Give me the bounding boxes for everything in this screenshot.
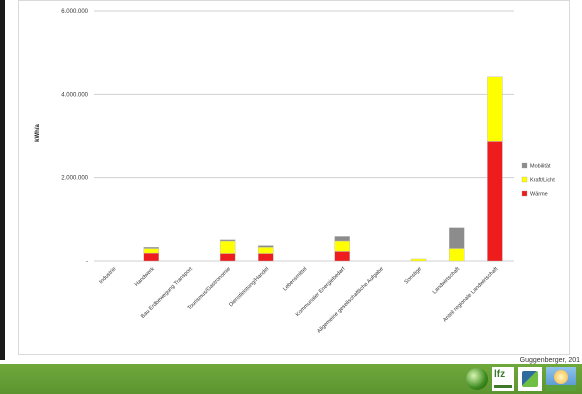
bar-segment	[334, 236, 350, 242]
x-tick-label: Industrie	[98, 266, 117, 285]
x-tick-label: Dienstleistung/Handel	[228, 266, 270, 308]
legend-swatch	[521, 190, 528, 197]
bar-segment	[258, 253, 274, 262]
y-tick-label: 6.000.000	[61, 9, 88, 15]
x-tick-label: Tourismus/Gastronomie	[187, 266, 232, 311]
x-tick-label: Handwerk	[134, 266, 156, 288]
footer-logos: lfz	[466, 366, 576, 392]
bar-segment	[487, 76, 503, 142]
legend-label: Mobilität	[530, 164, 551, 170]
bar-segment	[334, 251, 350, 262]
legend-swatch	[521, 176, 528, 183]
y-tick-label: -	[86, 259, 88, 265]
bar-segment	[487, 141, 503, 262]
bar-segment	[258, 247, 274, 254]
x-tick-label: Lebensmittel	[282, 266, 308, 292]
region-logo-icon	[518, 367, 542, 391]
bar-segment	[334, 240, 350, 252]
bar-segment	[143, 247, 159, 249]
x-tick-label: Sonstige	[404, 266, 423, 285]
green-globe-logo-icon	[466, 368, 488, 390]
bar-segment	[143, 248, 159, 254]
footer-bar: lfz	[0, 364, 582, 394]
energy-demand-chart: - 2.000.000 4.000.000 6.000.000 kWh/a Industr…	[35, 9, 555, 335]
legend-label: Kraft/Licht	[530, 178, 555, 184]
bar-segment	[449, 227, 465, 249]
y-tick-label: 2.000.000	[61, 176, 88, 182]
bar-segment	[219, 253, 236, 262]
left-edge-bar	[0, 0, 5, 360]
y-tick-label: 4.000.000	[61, 92, 88, 98]
chart-container: - 2.000.000 4.000.000 6.000.000 kWh/a Industr…	[18, 0, 570, 355]
y-axis-label: kWh/a	[35, 124, 41, 142]
x-tick-label: Allgemeine gesellschaftliche Aufgabe	[316, 266, 384, 334]
bar-segment	[143, 252, 159, 262]
lfz-logo-icon: lfz	[492, 367, 514, 391]
bar-segment	[219, 239, 236, 242]
bar-segment	[410, 258, 427, 262]
sun-landscape-logo-icon	[546, 367, 576, 391]
legend-swatch	[521, 162, 528, 169]
legend-label: Wärme	[530, 192, 548, 198]
bar-segment	[449, 248, 465, 262]
bar-segment	[219, 240, 236, 254]
source-credit: Guggenberger, 201	[519, 357, 580, 364]
bar-segment	[258, 245, 274, 248]
x-tick-label: Landwirtschaft	[432, 266, 462, 296]
